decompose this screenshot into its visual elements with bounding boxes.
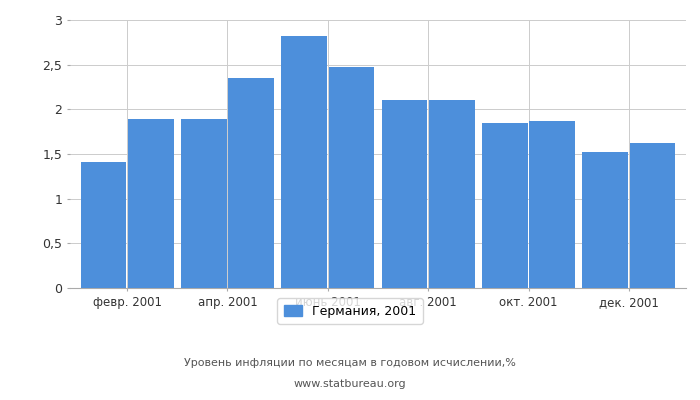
Bar <box>80 162 126 288</box>
Bar <box>329 67 375 288</box>
Bar <box>582 152 628 288</box>
Legend: Германия, 2001: Германия, 2001 <box>277 298 423 324</box>
Bar <box>128 119 174 288</box>
Bar <box>482 123 528 288</box>
Bar <box>529 121 575 288</box>
Text: Уровень инфляции по месяцам в годовом исчислении,%: Уровень инфляции по месяцам в годовом ис… <box>184 358 516 368</box>
Bar <box>228 78 274 288</box>
Bar <box>429 100 475 288</box>
Text: www.statbureau.org: www.statbureau.org <box>294 379 406 389</box>
Bar <box>630 143 676 288</box>
Bar <box>382 100 427 288</box>
Bar <box>281 36 327 288</box>
Bar <box>181 119 227 288</box>
